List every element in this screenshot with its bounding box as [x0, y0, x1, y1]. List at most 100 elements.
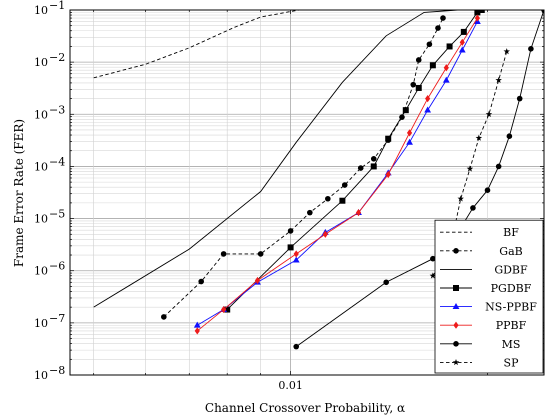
data-point-gab: [357, 165, 364, 171]
legend-item-ms: MS: [440, 338, 520, 351]
data-point-pgdbf: [370, 163, 377, 170]
data-point-gab: [257, 251, 264, 257]
legend: BF GaB GDBF PGDBF NS-PPBF PPBF MS SP: [434, 219, 544, 374]
y-tick-exponent: −4: [49, 155, 65, 168]
y-tick-label: 10: [34, 369, 48, 382]
data-point-sp: [495, 76, 502, 83]
y-tick-exponent: −2: [49, 51, 65, 64]
data-point-pgdbf: [287, 244, 294, 251]
series-ppbf: [194, 14, 480, 335]
legend-marker-ppbf: [453, 321, 459, 329]
data-point-gab: [325, 195, 331, 202]
data-point-ns-ppbf: [458, 46, 466, 53]
series-line-pgdbf: [226, 10, 482, 310]
series-gdbf: [93, 10, 473, 308]
data-point-gab: [307, 209, 313, 216]
data-point-pgdbf: [478, 10, 485, 13]
data-point-gab: [410, 81, 417, 88]
legend-item-ns-ppbf: NS-PPBF: [440, 301, 537, 314]
y-tick-exponent: −5: [49, 208, 65, 221]
y-tick-exponent: −7: [49, 312, 65, 325]
data-point-gab: [370, 156, 377, 162]
data-point-ns-ppbf: [406, 138, 413, 145]
data-point-ppbf: [385, 170, 391, 179]
y-tick-label: 10: [34, 4, 48, 17]
series-bf: [93, 10, 300, 79]
legend-label-bf: BF: [503, 226, 519, 239]
data-point-ppbf: [425, 94, 431, 103]
series-line-bf: [93, 10, 300, 79]
data-point-sp: [457, 195, 464, 202]
data-point-ms: [293, 343, 300, 350]
data-point-ppbf: [355, 209, 362, 217]
data-point-ns-ppbf: [424, 106, 432, 113]
data-point-pgdbf: [415, 84, 422, 91]
data-point-sp: [466, 165, 474, 172]
data-point-sp: [485, 110, 493, 118]
data-point-ns-ppbf: [292, 256, 300, 263]
legend-item-gab: GaB: [440, 245, 523, 258]
data-point-sp: [503, 48, 510, 55]
data-point-ns-ppbf: [442, 76, 450, 83]
data-point-ppbf: [459, 38, 465, 46]
data-point-pgdbf: [339, 197, 346, 204]
data-point-gab: [287, 228, 294, 234]
y-tick-label: 10: [34, 317, 48, 330]
series-line-ppbf: [196, 17, 478, 332]
legend-box: [434, 219, 544, 374]
x-axis-title: Channel Crossover Probability, α: [205, 401, 405, 415]
legend-marker-pgdbf: [453, 285, 459, 291]
legend-item-gdbf: GDBF: [440, 263, 528, 276]
legend-label-ppbf: PPBF: [496, 319, 527, 332]
data-point-pgdbf: [402, 107, 409, 114]
legend-label-ms: MS: [502, 338, 521, 351]
y-tick-label: 10: [34, 160, 48, 173]
legend-item-ppbf: PPBF: [440, 319, 527, 332]
tick-labels: 10−810−710−610−510−410−310−210 −10.01: [34, 0, 303, 392]
data-point-sp: [429, 272, 437, 279]
legend-marker-gab: [453, 248, 459, 254]
legend-item-bf: BF: [440, 226, 519, 239]
data-point-pgdbf: [474, 10, 481, 16]
data-point-gab: [198, 278, 204, 285]
series-line-ns-ppbf: [197, 21, 478, 326]
data-point-pgdbf: [429, 62, 436, 69]
data-point-gab: [220, 251, 227, 257]
x-tick-label: 0.01: [278, 379, 303, 392]
legend-label-gab: GaB: [499, 245, 522, 258]
y-tick-label: 10: [34, 56, 48, 69]
y-tick-exponent: −8: [49, 364, 65, 377]
legend-label-sp: SP: [504, 356, 520, 369]
y-axis-title: Frame Error Rate (FER): [12, 119, 26, 267]
data-point-ppbf: [194, 327, 200, 335]
data-point-gab: [161, 314, 167, 320]
legend-item-sp: SP: [440, 356, 519, 369]
data-point-pgdbf: [385, 135, 392, 142]
y-tick-label: 10: [34, 265, 48, 278]
legend-marker-sp: [452, 359, 460, 366]
data-point-ms: [484, 187, 491, 194]
data-point-gab: [440, 15, 446, 21]
legend-item-pgdbf: PGDBF: [440, 282, 532, 295]
series-line-gdbf: [93, 10, 473, 308]
data-point-ppbf: [221, 305, 227, 314]
data-point-ppbf: [474, 14, 480, 22]
data-point-ms: [495, 163, 502, 170]
y-tick-label: 10: [34, 108, 48, 121]
legend-marker-ms: [453, 341, 459, 347]
y-tick-exponent: −6: [49, 260, 65, 273]
data-point-ppbf: [322, 230, 328, 238]
data-point-gab: [341, 182, 348, 188]
data-point-ms: [383, 279, 389, 286]
legend-label-pgdbf: PGDBF: [491, 282, 532, 295]
data-point-gab: [426, 41, 433, 48]
legend-label-ns-ppbf: NS-PPBF: [485, 301, 537, 314]
data-point-gab: [435, 25, 441, 31]
data-point-ppbf: [443, 64, 449, 72]
data-point-ms: [506, 133, 513, 139]
data-point-ms: [470, 205, 476, 211]
data-point-ppbf: [406, 129, 413, 137]
data-point-ms: [430, 255, 436, 262]
data-point-ms: [528, 46, 534, 52]
